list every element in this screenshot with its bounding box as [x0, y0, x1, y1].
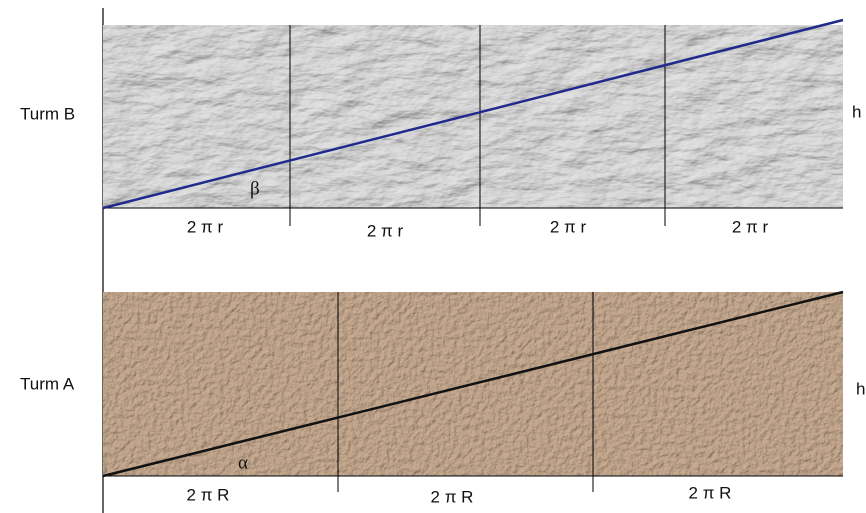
tower-label: Turm A	[20, 374, 75, 393]
tower-label: Turm B	[20, 104, 75, 123]
segment-label: 2 π R	[187, 485, 230, 504]
height-label: h	[852, 102, 861, 121]
height-label: h	[856, 379, 865, 398]
angle-label: β	[250, 178, 260, 199]
dividers-a	[103, 292, 843, 492]
segment-label: 2 π r	[367, 221, 404, 240]
segment-label: 2 π r	[187, 217, 224, 236]
dividers-b	[103, 25, 843, 226]
diagonal-a	[102, 290, 844, 478]
segment-label: 2 π R	[431, 487, 474, 506]
segment-label: 2 π r	[550, 217, 587, 236]
segment-label: 2 π R	[689, 483, 732, 502]
segment-label: 2 π r	[732, 217, 769, 236]
angle-label: α	[238, 452, 248, 473]
diagonal-b	[102, 18, 844, 210]
